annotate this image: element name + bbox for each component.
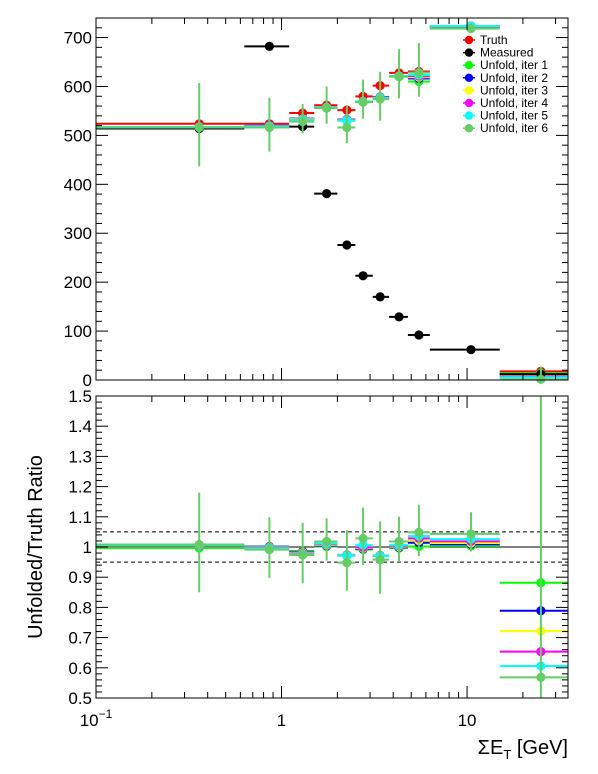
y-tick-label: 500 bbox=[64, 126, 92, 145]
y-tick-label: 1.4 bbox=[68, 417, 92, 436]
legend-label: Unfold, iter 5 bbox=[480, 109, 548, 123]
legend-marker bbox=[464, 98, 474, 108]
data-point bbox=[342, 122, 352, 133]
data-point bbox=[375, 94, 385, 104]
y-axis-title: Unfolded/Truth Ratio bbox=[25, 455, 47, 639]
x-tick-label: 1 bbox=[277, 711, 286, 730]
data-point bbox=[536, 374, 546, 384]
legend-label: Unfold, iter 2 bbox=[480, 71, 548, 85]
legend-entry: Unfold, iter 5 bbox=[463, 109, 548, 123]
legend-entry: Unfold, iter 4 bbox=[463, 96, 548, 110]
data-point bbox=[298, 116, 308, 127]
y-tick-label: 0.8 bbox=[68, 598, 92, 617]
y-tick-label: 600 bbox=[64, 77, 92, 96]
data-point bbox=[394, 71, 404, 82]
y-tick-label: 1.3 bbox=[68, 447, 92, 466]
y-tick-label: 0.6 bbox=[68, 659, 92, 678]
bottom-axis-ticks: 0.5 0.6 0.7 0.8 0.9 1 1.1 1.2 1.3 1.4 1.5 10−1 1 10 bbox=[68, 387, 568, 730]
y-tick-label: 0 bbox=[83, 371, 92, 390]
data-point bbox=[194, 122, 204, 133]
y-tick-label: 300 bbox=[64, 224, 92, 243]
y-tick-label: 400 bbox=[64, 175, 92, 194]
series-unfold-iter-6 bbox=[96, 396, 568, 698]
top-series-group bbox=[96, 21, 568, 384]
legend-marker bbox=[464, 48, 474, 57]
data-point bbox=[536, 672, 546, 682]
data-point bbox=[358, 271, 368, 281]
y-tick-label: 200 bbox=[64, 273, 92, 292]
data-point bbox=[358, 533, 368, 544]
data-point bbox=[394, 312, 404, 322]
data-point bbox=[375, 292, 385, 302]
y-tick-label: 0.7 bbox=[68, 629, 92, 648]
x-tick-label: 10 bbox=[458, 711, 477, 730]
data-point bbox=[466, 345, 476, 355]
y-tick-label: 700 bbox=[64, 29, 92, 48]
y-tick-label: 100 bbox=[64, 322, 92, 341]
legend-marker bbox=[464, 73, 474, 83]
top-axis-ticks: 0 100 200 300 400 500 600 700 bbox=[64, 17, 568, 390]
top-frame bbox=[95, 17, 569, 381]
y-tick-label: 1.5 bbox=[68, 387, 92, 406]
y-tick-label: 0.9 bbox=[68, 568, 92, 587]
data-point bbox=[298, 550, 308, 560]
legend-entry: Unfold, iter 6 bbox=[463, 121, 548, 135]
data-point bbox=[342, 557, 352, 568]
data-point bbox=[322, 103, 332, 113]
data-point bbox=[194, 539, 204, 550]
data-point bbox=[322, 536, 332, 547]
data-point bbox=[414, 68, 424, 78]
data-point bbox=[322, 189, 332, 199]
legend-label: Unfold, iter 3 bbox=[480, 83, 548, 97]
data-point bbox=[358, 97, 368, 107]
legend-marker bbox=[464, 124, 474, 133]
y-tick-label: 1.1 bbox=[68, 508, 92, 527]
legend-entry: Measured bbox=[463, 46, 533, 60]
legend-marker bbox=[464, 35, 474, 45]
legend-marker bbox=[464, 111, 474, 120]
bottom-panel: 0.5 0.6 0.7 0.8 0.9 1 1.1 1.2 1.3 1.4 1.5 10−1 1 10 bbox=[68, 387, 569, 730]
legend-marker bbox=[464, 86, 474, 95]
y-tick-label: 0.5 bbox=[68, 689, 92, 708]
data-point bbox=[466, 24, 476, 34]
data-point bbox=[264, 41, 274, 51]
y-tick-label: 1.2 bbox=[68, 478, 92, 497]
legend-label: Unfold, iter 1 bbox=[480, 58, 548, 72]
data-point bbox=[342, 240, 352, 250]
legend-entry: Unfold, iter 1 bbox=[463, 58, 548, 72]
bottom-series-group bbox=[96, 396, 568, 698]
legend-entry: Unfold, iter 3 bbox=[463, 83, 548, 97]
data-point bbox=[414, 330, 424, 340]
legend-label: Measured bbox=[480, 46, 533, 60]
legend-label: Truth bbox=[480, 33, 508, 47]
data-point bbox=[414, 527, 424, 537]
x-tick-label: 10−1 bbox=[80, 707, 113, 730]
legend-entry: Unfold, iter 2 bbox=[463, 71, 548, 85]
data-point bbox=[466, 529, 476, 539]
data-point bbox=[394, 536, 404, 547]
data-point bbox=[264, 545, 274, 555]
legend-entry: Truth bbox=[463, 33, 508, 47]
legend-marker bbox=[464, 60, 474, 70]
legend-label: Unfold, iter 6 bbox=[480, 121, 548, 135]
legend-label: Unfold, iter 4 bbox=[480, 96, 548, 110]
series-measured bbox=[96, 41, 568, 379]
data-point bbox=[375, 554, 385, 565]
x-axis-title: ΣET [GeV] bbox=[478, 737, 568, 762]
y-tick-label: 1 bbox=[83, 538, 92, 557]
series-unfold-iter-6 bbox=[96, 23, 568, 384]
data-point bbox=[264, 122, 274, 133]
